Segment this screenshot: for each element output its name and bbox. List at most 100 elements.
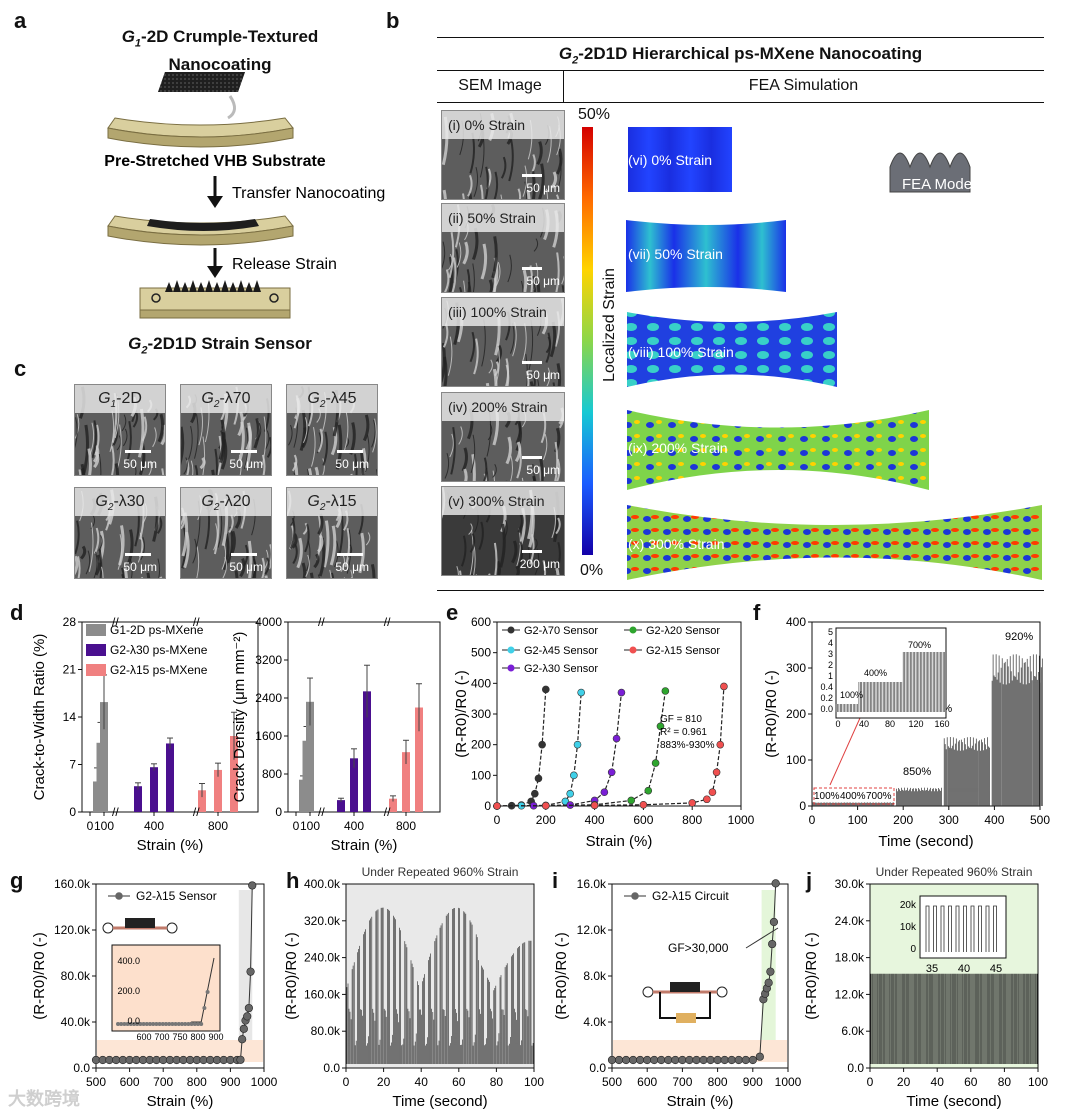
step2-label: Release Strain [232, 256, 337, 273]
inset-y-tick: 0.0 [820, 704, 833, 714]
terminal-icon [716, 986, 728, 998]
y-tick-label: 120.0k [54, 923, 91, 937]
g-y-axis-label: (R-R0)/R0 (-) [31, 932, 48, 1020]
y-tick-label: 8.0k [583, 969, 607, 983]
crack-image-3: G2-λ45 50 μm [286, 384, 378, 476]
inset-y-tick: 3 [828, 649, 833, 659]
data-point [716, 740, 725, 749]
scale-label: 50 μm [123, 560, 157, 574]
y-tick-label: 0 [69, 805, 76, 819]
y-tick-label: 2400 [255, 691, 282, 705]
x-tick-label: 60 [452, 1075, 466, 1089]
scale-label: 50 μm [526, 463, 560, 477]
y-tick-label: 21 [63, 663, 77, 677]
data-point [712, 768, 721, 777]
fea-simulations [626, 127, 1042, 580]
inset-point [176, 1022, 181, 1026]
y-tick-label: 6.0k [841, 1024, 865, 1038]
terminal-icon [642, 986, 654, 998]
x-tick-label: 400 [984, 813, 1004, 827]
callout-line [829, 717, 861, 786]
sem-image-2: (ii) 50% Strain 50 μm [441, 203, 565, 293]
x-tick-label: 80 [998, 1075, 1012, 1089]
y-tick-label: 14 [63, 710, 77, 724]
x-tick-label: 900 [743, 1075, 763, 1089]
panel-label-j: j [806, 868, 813, 893]
x-tick-label: 100 [300, 819, 320, 833]
bar [389, 798, 397, 812]
inset-y-tick: 200.0 [117, 986, 140, 996]
watermark: 大数跨境 [8, 1089, 80, 1109]
header-rule-2 [437, 102, 1044, 103]
inset-point [202, 1006, 207, 1010]
inset-x-tick: 600 [136, 1032, 151, 1042]
tile-caption: G2-λ15 [287, 488, 377, 516]
x-tick-label: 40 [415, 1075, 429, 1089]
panel-label-b: b [386, 8, 400, 33]
data-point [671, 1055, 680, 1065]
data-point [612, 734, 621, 743]
sem-image-5: (v) 300% Strain 200 μm [441, 486, 565, 576]
y-tick-label: 0 [275, 805, 282, 819]
inset-point [138, 1022, 143, 1026]
data-point [246, 967, 255, 976]
y-tick-label: 0.0 [589, 1061, 606, 1075]
series-line [496, 690, 666, 807]
x-tick-label: 100 [94, 819, 114, 833]
header-rule [437, 70, 1044, 71]
crack-image-2: G2-λ70 50 μm [180, 384, 272, 476]
data-point [639, 800, 648, 809]
data-point [650, 1055, 659, 1065]
inset-point [164, 1022, 168, 1026]
data-point [720, 1055, 729, 1065]
x-tick-label: 0 [293, 819, 300, 833]
inset-y-tick: 4 [828, 638, 833, 648]
legend-marker [629, 646, 637, 654]
sem-caption: (v) 300% Strain [442, 487, 564, 515]
legend-label: G2-λ15 Sensor [646, 645, 720, 657]
data-point [566, 789, 575, 798]
x-tick-label: 800 [187, 1075, 207, 1089]
y-tick-label: 320.0k [304, 914, 341, 928]
data-point [741, 1055, 750, 1065]
panel-a-schematic: Pre-Stretched VHB Substrate Transfer Nan… [104, 72, 385, 319]
x-tick-label: 1000 [775, 1075, 802, 1089]
x-tick-label: 100 [1028, 1075, 1048, 1089]
step1-label: Transfer Nanocoating [232, 185, 385, 202]
legend-swatch [86, 624, 106, 636]
chart-j: 0.0 6.0k 12.0k 18.0k 24.0k 30.0k 0 20 40 60 80 100 T… [835, 865, 1049, 1110]
legend-label: G2-λ15 Sensor [136, 889, 217, 903]
inset-y-tick: 2 [828, 660, 833, 670]
y-tick-label: 3200 [255, 653, 282, 667]
legend-label: G2-λ30 Sensor [524, 663, 598, 675]
legend-label: G2-λ15 Circuit [652, 889, 729, 903]
e-y-axis-label: (R-R0)/R0 (-) [453, 670, 470, 758]
y-tick-label: 300 [786, 661, 806, 675]
scale-bar [231, 553, 257, 556]
x-tick-label: 500 [86, 1075, 106, 1089]
axis-break: // [318, 805, 325, 819]
inset-point [196, 1022, 200, 1026]
scale-bar [337, 450, 363, 453]
legend-swatch [86, 644, 106, 656]
x-tick-label: 0 [494, 813, 501, 827]
data-point [636, 1055, 645, 1065]
data-point [534, 774, 543, 783]
inset-point [189, 1022, 194, 1026]
data-point [627, 796, 636, 805]
inset-point [160, 1022, 165, 1026]
data-point [685, 1055, 694, 1065]
legend-swatch [86, 664, 106, 676]
scale-label: 50 μm [123, 457, 157, 471]
data-point [607, 1055, 617, 1065]
x-tick-label: 900 [220, 1075, 240, 1089]
y-tick-label: 1600 [255, 729, 282, 743]
data-point [538, 740, 546, 749]
y-tick-label: 4.0k [583, 1015, 607, 1029]
annotation: 400% [840, 791, 866, 802]
inset-signal [835, 652, 945, 712]
data-point [678, 1055, 687, 1065]
